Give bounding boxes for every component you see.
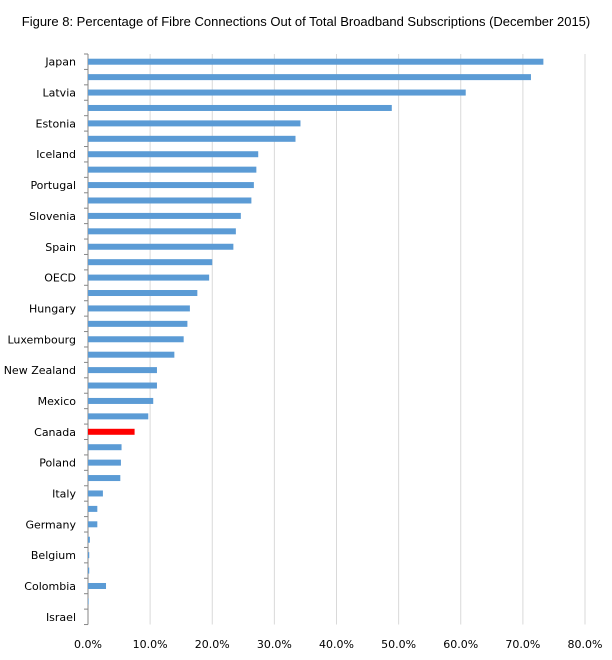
category-label: Latvia [43, 87, 77, 100]
x-tick-label: 80.0% [568, 638, 603, 651]
category-label: Colombia [24, 580, 76, 593]
bar [88, 582, 107, 589]
x-tick-label: 20.0% [195, 638, 230, 651]
category-label: Israel [46, 611, 76, 624]
category-label: OECD [44, 272, 76, 285]
bar [88, 397, 154, 404]
bar [88, 120, 301, 127]
bar [88, 367, 157, 374]
x-tick-label: 30.0% [257, 638, 292, 651]
bar [88, 490, 103, 497]
category-label: Italy [52, 487, 76, 500]
category-label: Portugal [30, 179, 76, 192]
category-label: Slovenia [29, 210, 76, 223]
bar [88, 104, 392, 111]
bar [88, 212, 241, 219]
bar [88, 305, 190, 312]
bar [88, 320, 188, 327]
category-label: Japan [44, 56, 76, 69]
bar [88, 521, 98, 528]
bar [88, 151, 259, 158]
bar [88, 567, 90, 574]
category-label: Iceland [36, 148, 76, 161]
x-tick-label: 0.0% [74, 638, 102, 651]
bar [88, 351, 175, 358]
x-tick-label: 70.0% [505, 638, 540, 651]
x-tick-label: 60.0% [443, 638, 478, 651]
x-tick-label: 10.0% [133, 638, 168, 651]
bar [88, 259, 213, 266]
bar [88, 382, 157, 389]
category-label: Mexico [38, 395, 77, 408]
bar [88, 290, 198, 297]
category-label: New Zealand [4, 364, 76, 377]
bar [88, 336, 184, 343]
bar [88, 58, 544, 65]
bar [88, 228, 236, 235]
bar [88, 74, 531, 81]
category-label: Estonia [36, 117, 77, 130]
x-tick-label: 40.0% [319, 638, 354, 651]
bar [88, 598, 89, 605]
bar [88, 243, 234, 250]
category-label: Belgium [31, 549, 76, 562]
bar [88, 182, 254, 189]
bar [88, 89, 466, 96]
bar [88, 552, 90, 559]
bar [88, 135, 296, 142]
bar [88, 459, 121, 466]
bar [88, 274, 210, 281]
category-label: Poland [39, 457, 76, 470]
bar [88, 444, 122, 451]
bar [88, 475, 121, 482]
bar [88, 505, 98, 512]
category-label: Luxembourg [7, 333, 76, 346]
bar [88, 428, 135, 435]
category-label: Canada [34, 426, 76, 439]
chart-title: Figure 8: Percentage of Fibre Connection… [21, 14, 591, 29]
bar [88, 413, 149, 420]
category-label: Hungary [29, 302, 76, 315]
category-label: Spain [45, 241, 76, 254]
bar [88, 166, 257, 173]
category-label: Germany [25, 518, 76, 531]
bar [88, 536, 90, 543]
bar [88, 197, 252, 204]
x-tick-label: 50.0% [381, 638, 416, 651]
